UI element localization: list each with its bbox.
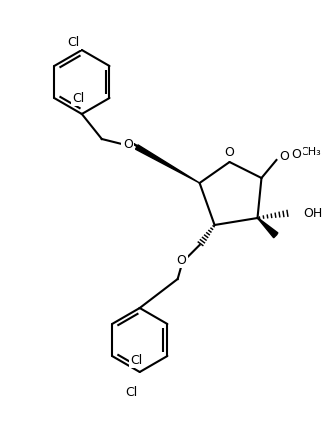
Text: O: O [279, 149, 289, 162]
Text: OH: OH [303, 206, 323, 219]
Text: Cl: Cl [126, 386, 138, 399]
Text: O: O [225, 146, 235, 160]
Text: O: O [123, 138, 133, 151]
Text: Cl: Cl [72, 92, 84, 105]
Text: Cl: Cl [130, 354, 142, 366]
Text: Cl: Cl [68, 35, 80, 49]
Text: O: O [291, 149, 301, 162]
Text: CH₃: CH₃ [300, 147, 321, 157]
Polygon shape [135, 145, 200, 183]
Text: O: O [177, 254, 187, 267]
Polygon shape [257, 218, 277, 238]
